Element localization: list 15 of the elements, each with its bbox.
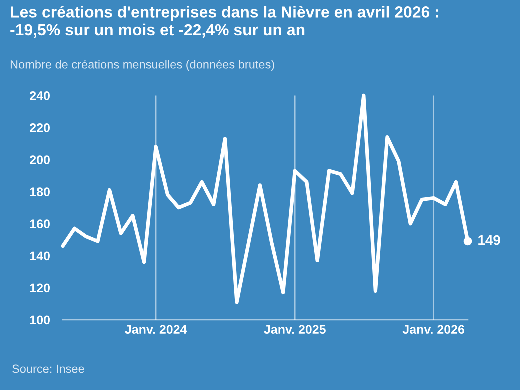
y-tick-label: 140: [30, 252, 50, 261]
x-tick-label: Janv. 2026: [402, 325, 465, 334]
chart-subtitle: Nombre de créations mensuelles (données brutes): [10, 60, 274, 72]
y-tick-label: 180: [30, 188, 50, 196]
y-tick-label: 100: [30, 316, 50, 325]
y-tick-label: 220: [30, 124, 50, 132]
y-tick-label: 120: [30, 284, 50, 293]
source-note: Source: Insee: [12, 364, 84, 374]
x-tick-label: Janv. 2024: [125, 325, 188, 334]
y-tick-label: 200: [30, 156, 50, 164]
chart-title: Les créations d'entreprises dans la Nièvre en avril 2026 : -19,5% sur un mois et -22,4% sur un an: [10, 6, 438, 38]
x-tick-label: Janv. 2025: [264, 325, 326, 334]
y-tick-label: 240: [30, 92, 50, 100]
y-tick-label: 160: [30, 220, 50, 229]
data-label: 149: [478, 235, 500, 246]
